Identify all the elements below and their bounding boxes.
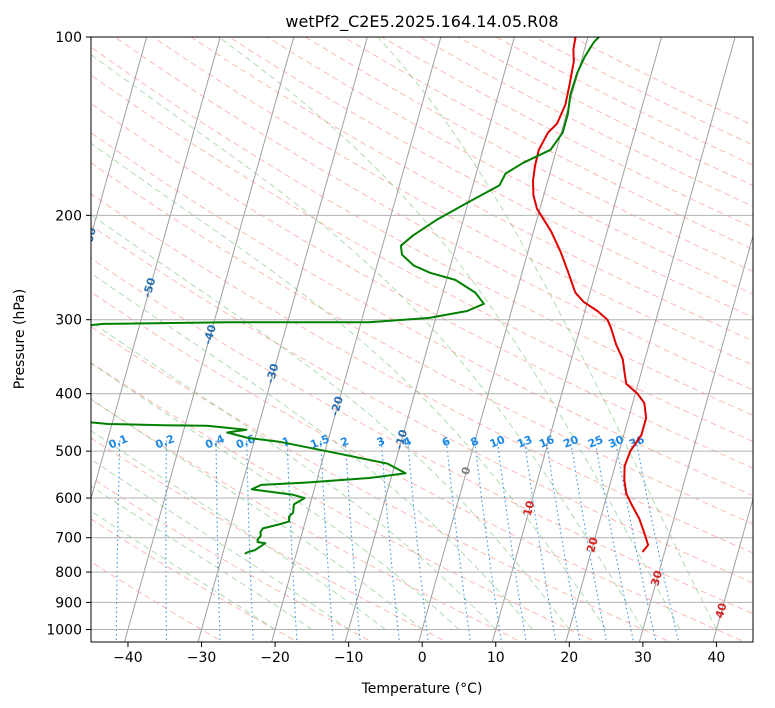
moist-adiabat: [91, 321, 497, 630]
dry-adiabat: [91, 193, 753, 554]
y-tick-label: 500: [55, 444, 82, 460]
moist-adiabat: [91, 142, 607, 630]
isotherm-line: [123, 37, 295, 642]
isotherm-line: [91, 37, 221, 501]
x-tick-label: −20: [260, 650, 290, 666]
x-tick-label: 40: [708, 650, 726, 666]
y-tick-label: 800: [55, 565, 82, 581]
mixing-ratio-line: [246, 440, 254, 642]
moist-adiabat: [91, 272, 533, 630]
y-axis: 100 200 300 400 500 600 700 800 900 1000: [46, 30, 91, 639]
dry-adiabat: [152, 37, 753, 366]
moist-adiabat: [91, 398, 423, 630]
reference-lines: [91, 37, 753, 642]
chart-title: wetPf2_C2E5.2025.164.14.05.R08: [285, 12, 558, 32]
mixing-ratio-line: [496, 440, 527, 642]
mixing-ratio-line: [545, 440, 581, 642]
dry-adiabat: [91, 162, 753, 525]
x-tick-label: 20: [560, 650, 578, 666]
isotherm-line: [565, 37, 736, 642]
moist-adiabat: [91, 458, 349, 630]
mixing-ratio-label: 16: [537, 433, 556, 451]
dry-adiabat: [190, 37, 753, 342]
mixing-ratio-label: 10: [488, 433, 507, 451]
isotherm-label: 0: [459, 465, 474, 476]
y-tick-label: 600: [55, 491, 82, 507]
mixing-ratio-label: 1: [280, 434, 292, 449]
isotherm-line: [197, 37, 368, 642]
isotherm-label: -60: [81, 226, 99, 249]
dry-adiabat: [91, 74, 753, 443]
dry-adiabat: [91, 362, 598, 642]
y-tick-label: 1000: [46, 623, 82, 639]
x-tick-label: −10: [334, 650, 364, 666]
dry-adiabat: [91, 46, 753, 416]
dry-adiabat: [91, 225, 753, 584]
y-tick-label: 400: [55, 387, 82, 403]
isotherm-line: [638, 234, 753, 642]
moist-adiabat: [377, 37, 717, 630]
mixing-ratio-line: [165, 440, 167, 642]
mixing-ratio-label: 13: [515, 433, 534, 451]
x-tick-label: −40: [113, 650, 143, 666]
mixing-ratio-label: 25: [586, 433, 605, 451]
x-tick-label: 10: [487, 650, 505, 666]
isotherm-label: -30: [264, 362, 282, 385]
isotherm-line: [271, 37, 442, 642]
isotherm-label: -20: [328, 394, 346, 417]
mixing-ratio-line: [115, 440, 121, 642]
data-series: [91, 37, 650, 555]
isotherm-label: 30: [648, 569, 665, 588]
reference-labels: -100-90-80-70-60-50-40-30-20-10010203040…: [81, 226, 730, 620]
mixing-ratio-label: 8: [469, 434, 481, 449]
y-axis-title: Pressure (hPa): [12, 289, 28, 389]
isotherm-line: [91, 37, 148, 238]
mixing-ratio-label: 20: [561, 433, 580, 451]
mixing-ratio-line: [286, 440, 298, 642]
mixing-ratio-line: [474, 440, 502, 642]
isotherm-label: 40: [713, 601, 730, 620]
mixing-ratio-label: 30: [607, 433, 626, 451]
isotherm-label: 10: [521, 499, 538, 518]
x-axis: −40−30−20−1001020304050: [113, 642, 726, 666]
moist-adiabat: [91, 54, 644, 630]
isotherm-label: -10: [392, 428, 410, 451]
isotherm-label: 20: [584, 535, 601, 554]
isotherm-line: [418, 37, 589, 642]
dry-adiabat: [91, 257, 753, 615]
temperature-line: [532, 37, 650, 553]
y-tick-label: 200: [55, 208, 82, 224]
mixing-ratio-line: [445, 440, 471, 642]
isotherm-line: [712, 496, 753, 642]
isotherm-label: -50: [141, 276, 159, 299]
isotherm-line: [344, 37, 515, 642]
moist-adiabat: [91, 362, 460, 630]
moist-adiabat: [91, 214, 570, 630]
mixing-ratio-label: 3: [375, 434, 387, 449]
mixing-ratio-label: 2: [339, 434, 351, 449]
grid-lines: [91, 37, 753, 642]
isotherm-line: [491, 37, 663, 642]
mixing-ratio-line: [407, 440, 429, 642]
mixing-ratio-line: [215, 440, 221, 642]
x-tick-label: 30: [634, 650, 652, 666]
dewpoint-line: [91, 37, 600, 555]
x-axis-title: Temperature (°C): [361, 681, 483, 697]
y-tick-label: 900: [55, 595, 82, 611]
y-tick-label: 700: [55, 531, 82, 547]
mixing-ratio-line: [523, 440, 557, 642]
moist-adiabat: [91, 430, 386, 630]
moist-adiabat: [218, 37, 681, 630]
x-tick-label: −30: [187, 650, 217, 666]
y-tick-label: 300: [55, 313, 82, 329]
y-tick-label: 100: [55, 30, 82, 46]
x-tick-label: 0: [418, 650, 427, 666]
isotherm-label: -40: [201, 323, 219, 346]
